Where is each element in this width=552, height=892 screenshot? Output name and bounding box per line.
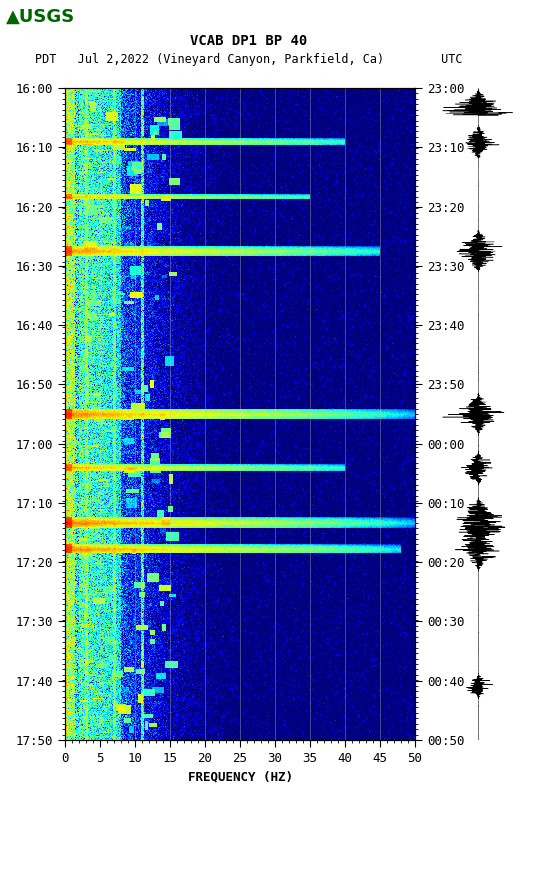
Text: ▲USGS: ▲USGS [6, 8, 75, 26]
Text: VCAB DP1 BP 40: VCAB DP1 BP 40 [190, 34, 307, 48]
X-axis label: FREQUENCY (HZ): FREQUENCY (HZ) [188, 771, 293, 783]
Text: PDT   Jul 2,2022 (Vineyard Canyon, Parkfield, Ca)        UTC: PDT Jul 2,2022 (Vineyard Canyon, Parkfie… [35, 53, 462, 66]
